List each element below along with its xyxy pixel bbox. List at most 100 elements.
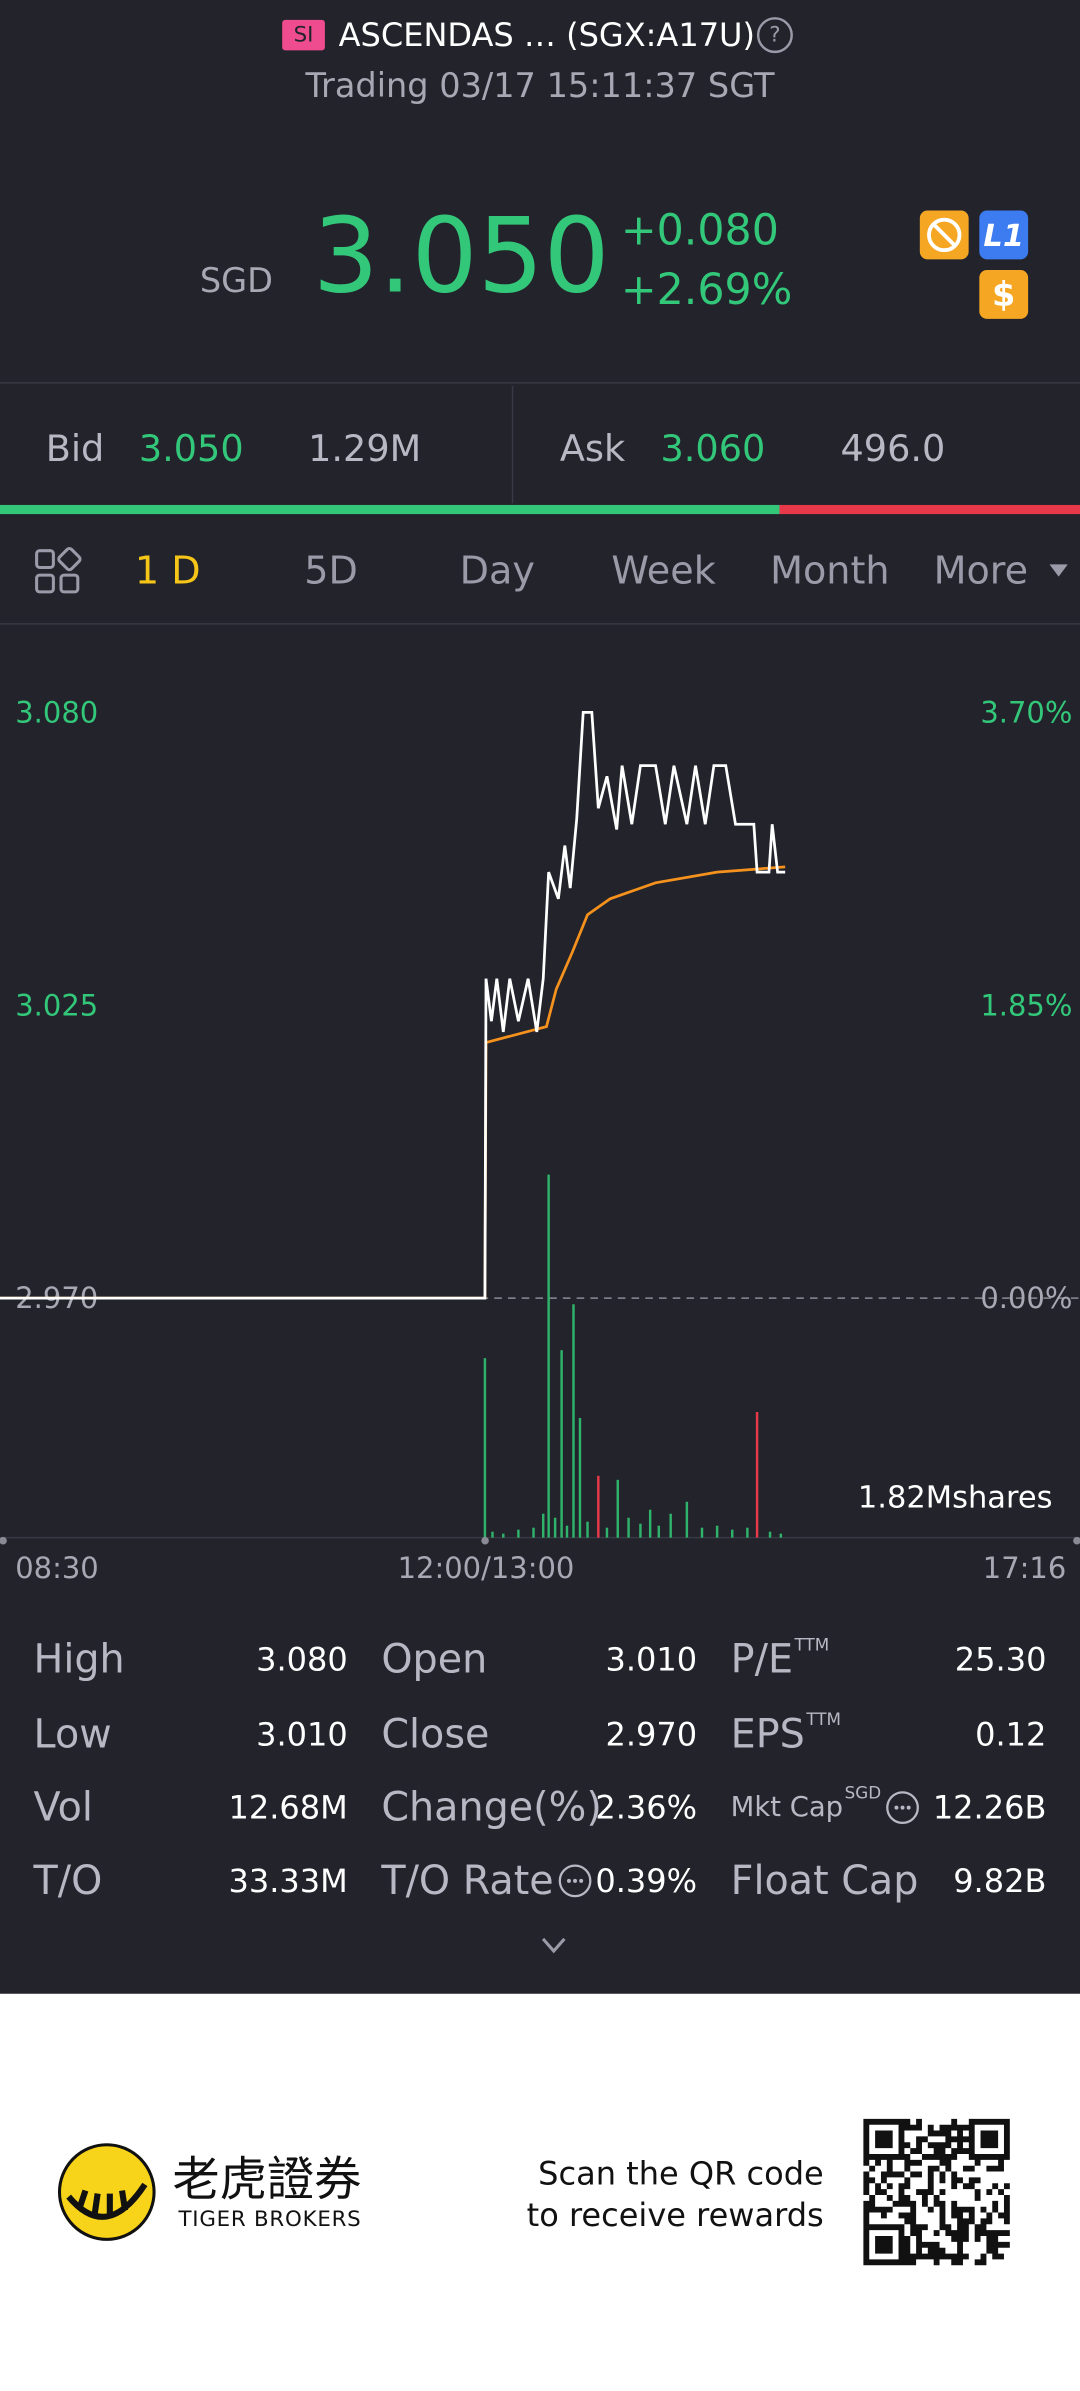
level-icon[interactable] [979,210,1029,260]
y2-tick-label: 0.00% [980,1281,1072,1315]
tab[interactable]: 1 D [135,549,201,593]
help-text[interactable]: ? [769,23,780,48]
change-pct: +2.69% [621,265,792,315]
expand-chevron[interactable] [541,1937,566,1954]
volume-bar [746,1527,749,1538]
volume-bar [627,1517,630,1538]
volume-bar [532,1527,535,1538]
stat-value: 33.33M [229,1862,348,1900]
tab[interactable]: Day [460,549,535,593]
info-dot [906,1805,911,1810]
price-line [0,711,786,1300]
layout-icon[interactable] [35,546,82,594]
tab[interactable]: 5D [304,549,358,593]
bid-label: Bid [46,427,105,470]
stat-label: Vol [34,1785,93,1831]
bid-size: 1.29M [308,427,421,470]
badge-bg [282,19,325,51]
volume-bar [586,1521,589,1538]
ask-price: 3.060 [661,427,766,470]
y-tick-label: 3.025 [15,988,98,1022]
stat-value: 12.26B [933,1789,1047,1827]
stat-value: 0.12 [975,1715,1046,1753]
info-icon[interactable] [558,1864,592,1898]
stat-value: 3.080 [256,1641,348,1679]
stat-label: Change(%) [381,1785,601,1831]
ask-bar [779,504,1080,515]
axis-dot [0,1536,7,1545]
stat-sup: SGD [845,1782,882,1802]
volume-bar [605,1527,609,1538]
qr-code[interactable] [863,2118,1010,2266]
volume-label: 1.82Mshares [858,1480,1053,1515]
x-tick-label: 17:16 [983,1551,1066,1585]
stat-value: 3.010 [256,1715,348,1753]
stat-sup: TTM [805,1709,841,1729]
info-dot [566,1878,571,1883]
stat-sup: TTM [794,1634,830,1654]
axis-dot [1073,1536,1080,1545]
stat-value: 2.970 [605,1715,697,1753]
volume-bar [565,1525,569,1538]
axis-dot [481,1536,489,1545]
volume-bar [669,1513,672,1538]
volume-bar [560,1350,563,1538]
volume-bar [597,1475,600,1538]
tab[interactable]: Week [611,549,715,593]
volume-bar [553,1517,557,1538]
logo-stripes [66,2182,148,2220]
volume-bar [578,1417,582,1538]
volume-bar [639,1523,642,1538]
info-dot [579,1878,584,1883]
stat-value: 12.68M [229,1789,348,1827]
stat-label: T/O [33,1858,103,1904]
level-text: L1 [983,219,1024,254]
volume-bar [648,1509,652,1538]
ask-size: 496.0 [841,427,946,470]
volume-bar [572,1304,575,1538]
stat-label: P/E [731,1637,793,1683]
volume-bar [502,1533,505,1538]
volume-bar [700,1527,704,1538]
stat-label: Close [381,1711,489,1757]
info-dot [894,1805,899,1810]
help-icon[interactable] [756,17,793,54]
volume-bar [547,1174,550,1538]
bid-price: 3.050 [139,427,244,470]
volume-bar [768,1531,772,1538]
currency-icon[interactable] [979,270,1029,319]
stat-label: T/O Rate [380,1858,553,1904]
bid-bar [0,504,780,515]
volume-bar [542,1513,545,1538]
icon-glyph [932,222,957,247]
brand-en: TIGER BROKERS [177,2207,361,2232]
stat-label: Open [381,1637,487,1683]
change: +0.080 [621,205,779,255]
price: 3.050 [313,196,610,316]
volume-bar [616,1479,619,1538]
volume-bar [779,1533,783,1538]
volume-bar [685,1501,689,1538]
volume-bar [715,1525,719,1538]
stat-value: 9.82B [953,1862,1046,1900]
info-dot [573,1878,578,1883]
stat-label: Low [34,1711,112,1757]
y-tick-label: 3.080 [15,695,98,729]
trading-status: Trading 03/17 15:11:37 SGT [304,66,775,105]
info-icon[interactable] [886,1791,919,1825]
logo [57,2143,156,2241]
more-arrow [1049,564,1068,577]
stat-value: 0.39% [595,1862,697,1900]
cta-line: to receive rewards [527,2196,824,2234]
volume-bar [491,1531,494,1538]
stat-label: Float Cap [731,1858,919,1904]
stat-label: Mkt Cap [731,1792,843,1823]
stock-name[interactable]: ASCENDAS … (SGX:A17U) [339,16,755,54]
tab[interactable]: More [934,549,1029,593]
info-dot [900,1805,905,1810]
badge: SI [294,23,314,48]
tab[interactable]: Month [770,549,890,593]
ask-label: Ask [560,427,626,470]
